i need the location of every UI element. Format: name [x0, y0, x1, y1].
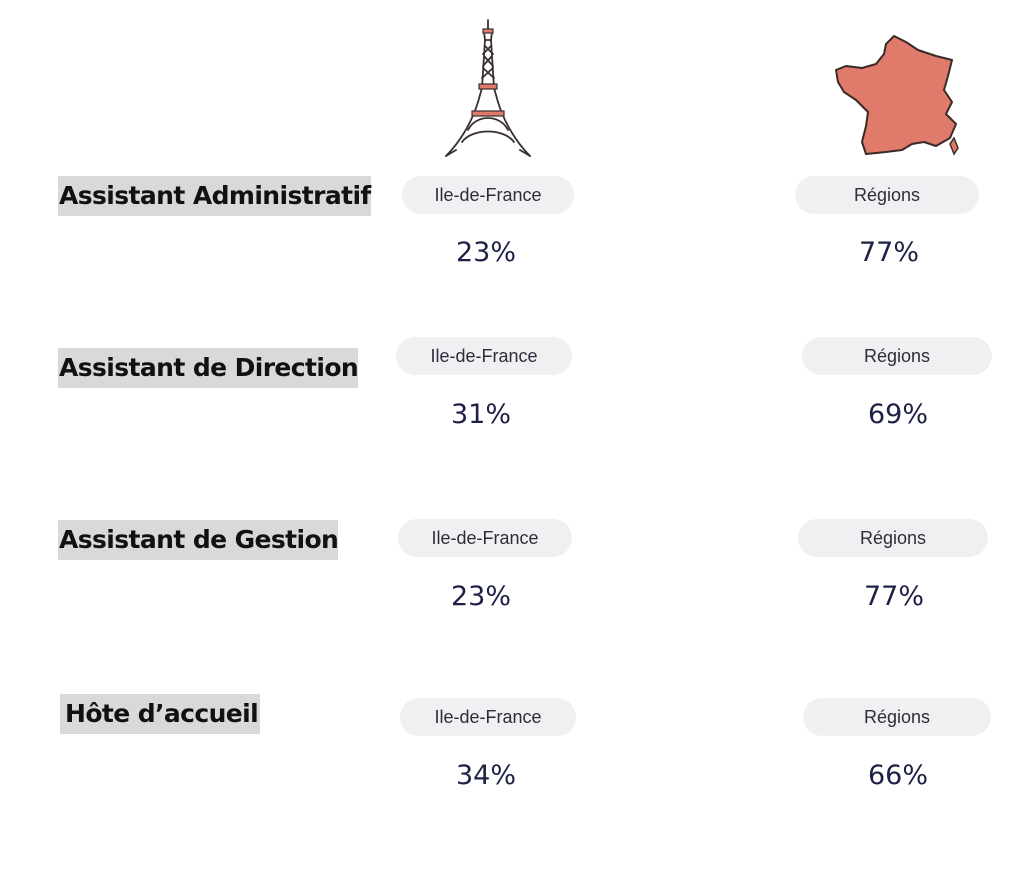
- role-label: Assistant Administratif: [58, 176, 371, 216]
- regions-pill: Régions: [795, 176, 979, 214]
- regions-percent: 69%: [867, 399, 928, 430]
- role-label: Hôte d’accueil: [60, 694, 261, 734]
- role-label: Assistant de Gestion: [58, 520, 339, 560]
- idf-pill: Ile-de-France: [402, 176, 574, 214]
- role-label: Assistant de Direction: [58, 348, 359, 388]
- regions-percent: 77%: [858, 237, 919, 268]
- regions-percent: 77%: [863, 581, 924, 612]
- idf-pill: Ile-de-France: [400, 698, 576, 736]
- idf-pill: Ile-de-France: [396, 337, 572, 375]
- regions-pill: Régions: [798, 519, 988, 557]
- idf-percent: 31%: [450, 399, 511, 430]
- idf-percent: 23%: [450, 581, 511, 612]
- idf-percent: 23%: [455, 237, 516, 268]
- regions-percent: 66%: [867, 760, 928, 791]
- idf-pill: Ile-de-France: [398, 519, 572, 557]
- france-map-icon: [835, 35, 959, 156]
- eiffel-tower-icon: [445, 19, 531, 157]
- regions-pill: Régions: [803, 698, 991, 736]
- idf-percent: 34%: [455, 760, 516, 791]
- regions-pill: Régions: [802, 337, 992, 375]
